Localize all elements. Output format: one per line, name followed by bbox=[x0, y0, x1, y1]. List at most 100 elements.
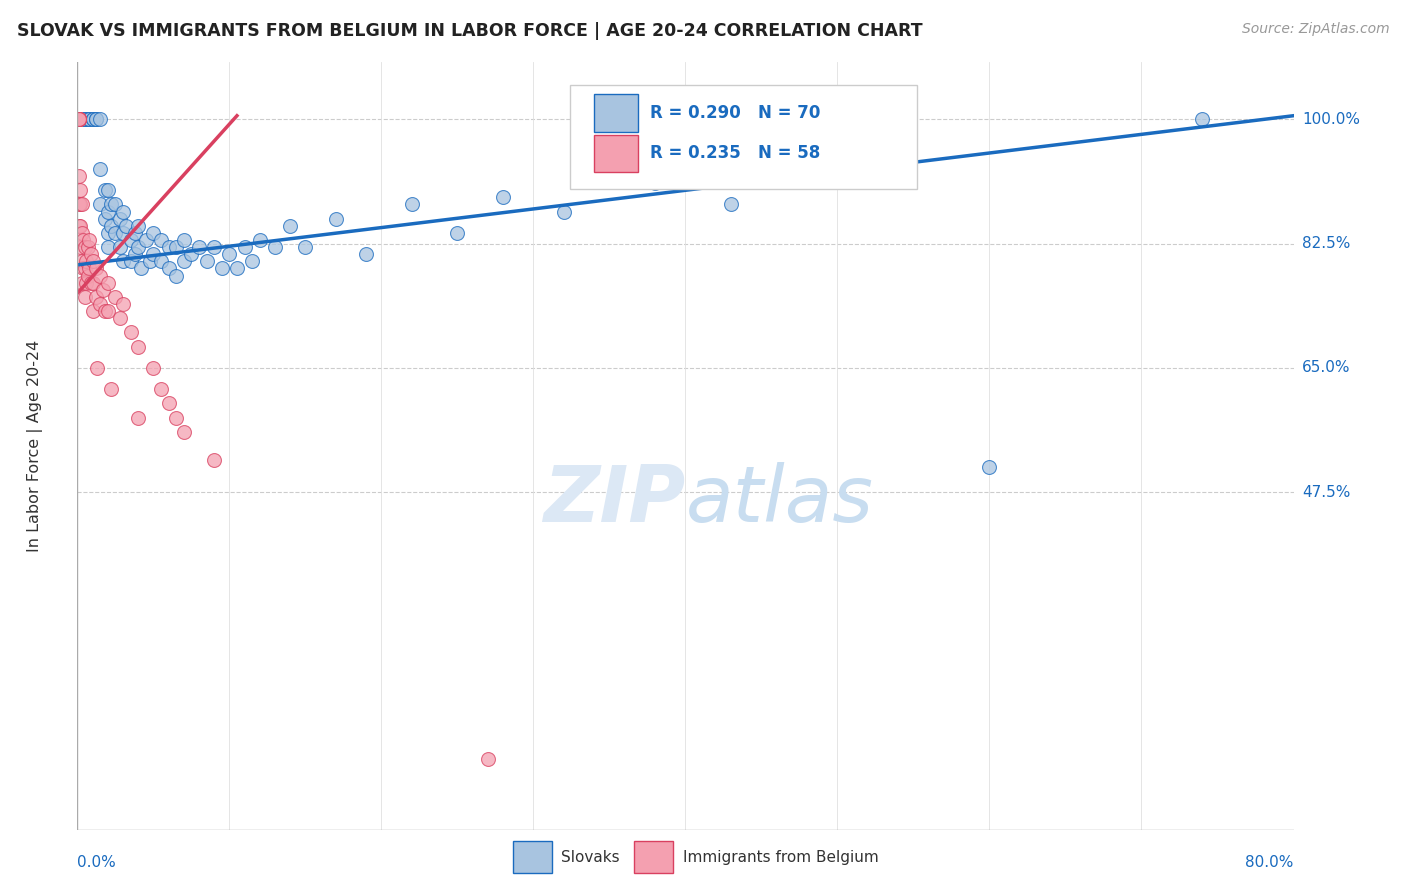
Point bbox=[89, 112, 111, 127]
Point bbox=[720, 197, 742, 211]
Point bbox=[93, 183, 115, 197]
Text: In Labor Force | Age 20-24: In Labor Force | Age 20-24 bbox=[27, 340, 42, 552]
Text: atlas: atlas bbox=[686, 462, 873, 538]
Point bbox=[97, 304, 120, 318]
Point bbox=[100, 197, 122, 211]
Point bbox=[82, 112, 104, 127]
Point bbox=[82, 112, 104, 127]
Point bbox=[84, 290, 107, 304]
Point bbox=[157, 261, 180, 276]
Point bbox=[77, 240, 100, 254]
Point bbox=[129, 261, 152, 276]
Text: 65.0%: 65.0% bbox=[1302, 360, 1350, 376]
Point bbox=[202, 453, 225, 467]
Point bbox=[202, 240, 225, 254]
Point bbox=[89, 297, 111, 311]
Point bbox=[93, 211, 115, 226]
Point bbox=[97, 204, 120, 219]
Point bbox=[73, 261, 96, 276]
Point bbox=[89, 161, 111, 176]
Point bbox=[82, 254, 104, 268]
Point bbox=[73, 240, 96, 254]
Text: 47.5%: 47.5% bbox=[1302, 484, 1350, 500]
Point bbox=[124, 247, 146, 261]
Point bbox=[97, 276, 120, 290]
Text: 0.0%: 0.0% bbox=[77, 855, 117, 870]
Text: Source: ZipAtlas.com: Source: ZipAtlas.com bbox=[1241, 22, 1389, 37]
Point bbox=[67, 169, 90, 183]
Point bbox=[157, 396, 180, 410]
Point bbox=[82, 304, 104, 318]
Point bbox=[195, 254, 218, 268]
Text: ZIP: ZIP bbox=[543, 462, 686, 538]
Point bbox=[97, 226, 120, 240]
Point bbox=[79, 112, 101, 127]
Point bbox=[173, 233, 195, 247]
Point bbox=[115, 219, 138, 233]
Point bbox=[325, 211, 347, 226]
Point bbox=[157, 240, 180, 254]
FancyBboxPatch shape bbox=[595, 135, 638, 172]
Text: Slovaks: Slovaks bbox=[561, 850, 620, 864]
Point bbox=[75, 254, 97, 268]
Point bbox=[149, 254, 172, 268]
Point bbox=[1191, 112, 1213, 127]
Point bbox=[446, 226, 468, 240]
Point bbox=[79, 261, 101, 276]
Point bbox=[82, 276, 104, 290]
Point bbox=[100, 382, 122, 396]
Point bbox=[77, 268, 100, 283]
Point bbox=[127, 410, 149, 425]
Point bbox=[79, 233, 101, 247]
Text: 82.5%: 82.5% bbox=[1302, 236, 1350, 251]
FancyBboxPatch shape bbox=[569, 86, 917, 189]
Point bbox=[73, 290, 96, 304]
Point bbox=[70, 254, 93, 268]
Point bbox=[89, 197, 111, 211]
Text: 80.0%: 80.0% bbox=[1246, 855, 1294, 870]
Point bbox=[188, 240, 211, 254]
Point bbox=[226, 261, 249, 276]
Point bbox=[79, 112, 101, 127]
Point bbox=[86, 360, 108, 375]
Point bbox=[111, 297, 134, 311]
Point bbox=[644, 176, 666, 190]
Point bbox=[75, 276, 97, 290]
FancyBboxPatch shape bbox=[513, 841, 551, 873]
Point bbox=[401, 197, 423, 211]
Point bbox=[108, 240, 131, 254]
Point bbox=[149, 233, 172, 247]
Text: Immigrants from Belgium: Immigrants from Belgium bbox=[683, 850, 879, 864]
Point bbox=[67, 112, 90, 127]
Point bbox=[139, 254, 162, 268]
FancyBboxPatch shape bbox=[595, 95, 638, 132]
Point bbox=[91, 283, 114, 297]
Point bbox=[233, 240, 256, 254]
Point bbox=[73, 112, 96, 127]
Point bbox=[80, 247, 103, 261]
FancyBboxPatch shape bbox=[634, 841, 673, 873]
Point bbox=[67, 112, 90, 127]
Point bbox=[111, 254, 134, 268]
Point bbox=[173, 425, 195, 439]
Point bbox=[211, 261, 233, 276]
Point bbox=[73, 112, 96, 127]
Point bbox=[72, 261, 94, 276]
Point bbox=[73, 112, 96, 127]
Point bbox=[218, 247, 240, 261]
Point bbox=[84, 112, 107, 127]
Point bbox=[100, 219, 122, 233]
Point bbox=[70, 276, 93, 290]
Point bbox=[70, 197, 93, 211]
Point bbox=[135, 233, 157, 247]
Point bbox=[69, 197, 91, 211]
Point bbox=[120, 326, 142, 340]
Point bbox=[84, 261, 107, 276]
Point bbox=[149, 382, 172, 396]
Point bbox=[104, 226, 127, 240]
Point bbox=[240, 254, 263, 268]
Point bbox=[108, 211, 131, 226]
Point bbox=[67, 197, 90, 211]
Text: 100.0%: 100.0% bbox=[1302, 112, 1360, 127]
Point bbox=[97, 183, 120, 197]
